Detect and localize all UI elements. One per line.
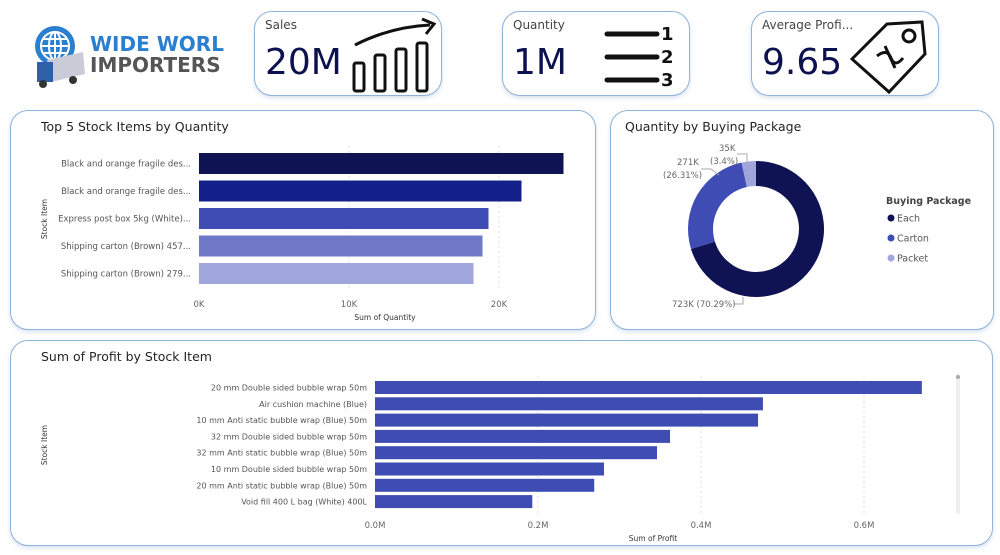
data-label: 35K <box>719 144 736 154</box>
y-axis-title: Stock Item <box>40 199 49 239</box>
y-category-label: Shipping carton (Brown) 279... <box>61 270 191 280</box>
kpi-label: Average Profi... <box>762 18 854 32</box>
bar <box>375 478 595 492</box>
x-tick-label: 20K <box>491 300 508 310</box>
x-tick-label: 0.2M <box>528 521 549 531</box>
y-category-label: Express post box 5kg (White)... <box>58 215 191 225</box>
scrollbar-track <box>956 374 960 514</box>
legend-item: Each <box>897 214 920 225</box>
bar <box>375 381 922 394</box>
data-label: (3.4%) <box>710 157 738 167</box>
legend-item: Carton <box>897 234 929 245</box>
donut-slice-each <box>690 161 824 297</box>
bar <box>375 495 533 509</box>
svg-text:1: 1 <box>661 24 674 45</box>
bar <box>199 263 474 284</box>
y-category-label: Shipping carton (Brown) 457... <box>61 242 191 252</box>
x-axis-title: Sum of Profit <box>629 534 677 543</box>
x-tick-label: 0.6M <box>854 521 875 531</box>
profit-by-stock-item-chart: Sum of Profit by Stock Item 0.0M 0.2M 0.4M… <box>10 340 993 546</box>
bar <box>199 208 489 229</box>
donut-slice-carton <box>688 162 747 249</box>
data-label: 723K (70.29%) <box>672 300 736 310</box>
bar <box>375 397 763 411</box>
legend-marker <box>887 234 895 242</box>
x-axis-title: Sum of Quantity <box>354 313 416 322</box>
svg-text:2: 2 <box>661 47 674 68</box>
legend-marker <box>887 214 895 222</box>
y-category-label: 20 mm Double sided bubble wrap 50m <box>211 384 367 393</box>
scrollbar-thumb <box>956 375 960 379</box>
x-tick-label: 0.4M <box>691 521 712 531</box>
bar <box>199 153 564 174</box>
bar <box>375 446 657 460</box>
kpi-label: Quantity <box>513 18 565 32</box>
donut-slice-packet <box>741 161 756 187</box>
legend-title: Buying Package <box>886 196 971 207</box>
y-category-label: Black and orange fragile des... <box>61 187 191 197</box>
company-logo: WIDE WORLD IMPORTERS <box>25 22 241 92</box>
y-category-label: 10 mm Anti static bubble wrap (Blue) 50m <box>196 416 367 425</box>
bar <box>375 429 671 443</box>
kpi-label: Sales <box>265 18 297 32</box>
price-tag-icon <box>849 20 927 95</box>
kpi-value: 9.65 <box>762 42 843 83</box>
y-category-label: 32 mm Double sided bubble wrap 50m <box>211 432 367 441</box>
data-label: 271K <box>677 158 699 168</box>
x-tick-label: 0.0M <box>365 521 386 531</box>
x-tick-label: 0K <box>194 300 205 310</box>
svg-text:3: 3 <box>661 70 674 91</box>
logo-line1: WIDE WORLD <box>90 32 225 56</box>
bar-chart-growth-icon <box>352 17 437 93</box>
y-category-label: Air cushion machine (Blue) <box>259 400 367 409</box>
top5-stock-items-chart: Top 5 Stock Items by Quantity 0K 10K 20K Bl… <box>10 110 596 330</box>
data-label: (26.31%) <box>663 171 702 181</box>
chart-title: Sum of Profit by Stock Item <box>41 349 212 364</box>
y-category-label: Black and orange fragile des... <box>61 160 191 170</box>
bar <box>375 413 759 427</box>
chart-title: Quantity by Buying Package <box>625 119 802 134</box>
kpi-card-sales: Sales 20M <box>254 11 442 96</box>
bar <box>375 462 605 476</box>
y-category-label: 10 mm Double sided bubble wrap 50m <box>211 465 367 474</box>
y-category-label: Void fill 400 L bag (White) 400L <box>241 498 367 507</box>
y-category-label: 20 mm Anti static bubble wrap (Blue) 50m <box>196 481 367 490</box>
y-category-label: 32 mm Anti static bubble wrap (Blue) 50m <box>196 449 367 458</box>
kpi-value: 1M <box>513 42 567 83</box>
leader-line <box>737 153 748 163</box>
leader-line <box>733 297 744 305</box>
kpi-value: 20M <box>265 42 342 83</box>
logo-line2: IMPORTERS <box>90 53 221 77</box>
legend-marker <box>887 254 895 262</box>
x-tick-label: 10K <box>341 300 358 310</box>
legend-item: Packet <box>897 254 928 265</box>
quantity-by-package-chart: Quantity by Buying Package 723K (70.29%)… <box>610 110 994 330</box>
leader-line <box>701 168 720 176</box>
numbered-list-icon: 123 <box>604 24 674 91</box>
bar <box>199 180 522 202</box>
y-axis-title: Stock Item <box>40 425 49 465</box>
chart-title: Top 5 Stock Items by Quantity <box>41 119 229 134</box>
kpi-card-average-profit: Average Profi... 9.65 <box>751 11 939 96</box>
bar <box>199 235 483 257</box>
